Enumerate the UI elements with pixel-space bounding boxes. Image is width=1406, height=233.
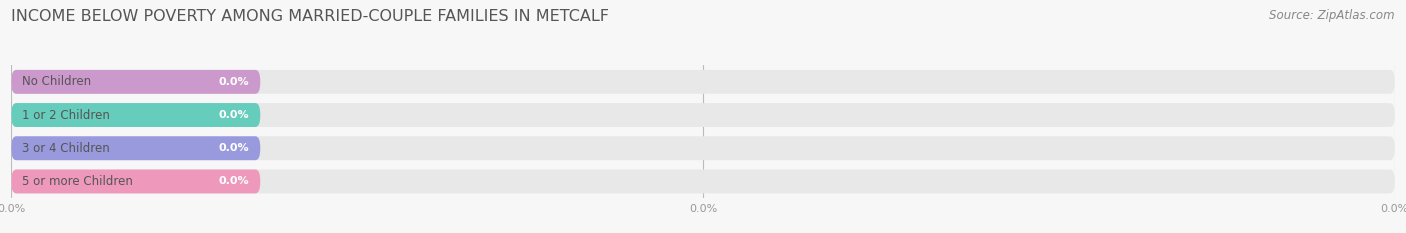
Text: INCOME BELOW POVERTY AMONG MARRIED-COUPLE FAMILIES IN METCALF: INCOME BELOW POVERTY AMONG MARRIED-COUPL… <box>11 9 609 24</box>
Text: 0.0%: 0.0% <box>218 143 249 153</box>
Text: Source: ZipAtlas.com: Source: ZipAtlas.com <box>1270 9 1395 22</box>
FancyBboxPatch shape <box>11 136 260 160</box>
FancyBboxPatch shape <box>11 103 260 127</box>
Text: No Children: No Children <box>22 75 91 88</box>
Text: 0.0%: 0.0% <box>218 77 249 87</box>
FancyBboxPatch shape <box>11 169 1395 193</box>
FancyBboxPatch shape <box>11 70 1395 94</box>
FancyBboxPatch shape <box>11 103 1395 127</box>
Text: 1 or 2 Children: 1 or 2 Children <box>22 109 110 122</box>
FancyBboxPatch shape <box>11 136 1395 160</box>
Text: 0.0%: 0.0% <box>218 110 249 120</box>
Text: 0.0%: 0.0% <box>218 176 249 186</box>
Text: 5 or more Children: 5 or more Children <box>22 175 134 188</box>
FancyBboxPatch shape <box>11 70 260 94</box>
FancyBboxPatch shape <box>11 169 260 193</box>
Text: 3 or 4 Children: 3 or 4 Children <box>22 142 110 155</box>
